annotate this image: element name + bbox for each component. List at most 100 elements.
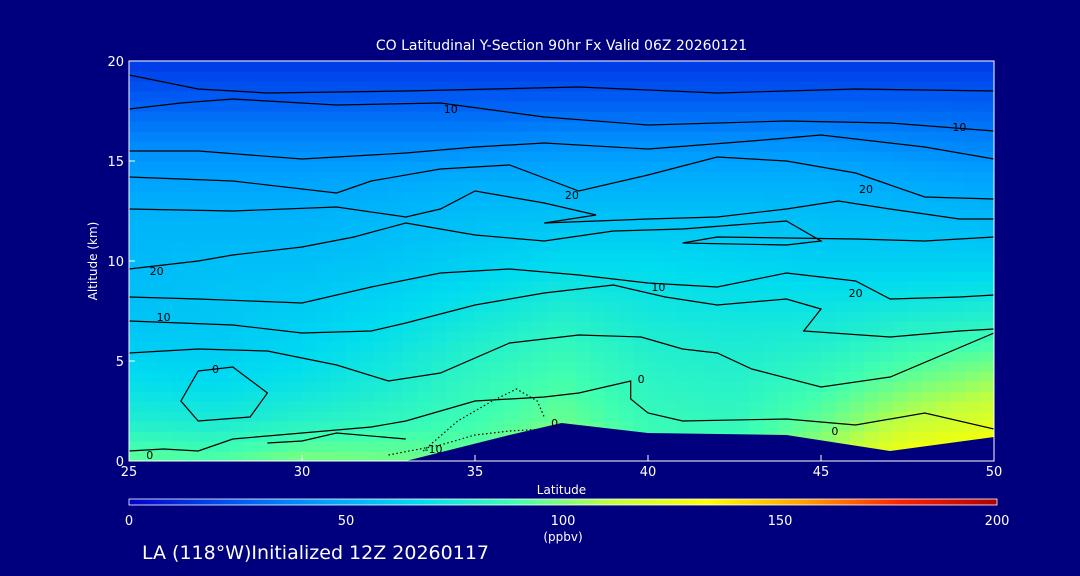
heatmap-cell	[388, 101, 404, 112]
heatmap-cell	[864, 81, 880, 92]
heatmap-cell	[244, 261, 260, 272]
heatmap-cell	[936, 341, 952, 352]
heatmap-cell	[186, 231, 202, 242]
heatmap-cell	[489, 311, 505, 322]
heatmap-cell	[359, 61, 375, 72]
heatmap-cell	[965, 311, 981, 322]
heatmap-cell	[604, 371, 620, 382]
heatmap-cell	[302, 321, 318, 332]
heatmap-cell	[878, 281, 894, 292]
heatmap-cell	[417, 341, 433, 352]
heatmap-cell	[748, 351, 764, 362]
heatmap-cell	[157, 131, 173, 142]
heatmap-cell	[201, 281, 217, 292]
heatmap-cell	[604, 111, 620, 122]
heatmap-cell	[878, 111, 894, 122]
heatmap-cell	[402, 111, 418, 122]
heatmap-cell	[503, 111, 519, 122]
heatmap-cell	[734, 161, 750, 172]
heatmap-cell	[273, 241, 289, 252]
heatmap-cell	[143, 301, 159, 312]
heatmap-cell	[503, 241, 519, 252]
heatmap-cell	[921, 131, 937, 142]
heatmap-cell	[446, 121, 462, 132]
heatmap-cell	[734, 241, 750, 252]
heatmap-cell	[921, 101, 937, 112]
heatmap-cell	[950, 91, 966, 102]
heatmap-cell	[359, 201, 375, 212]
heatmap-cell	[157, 291, 173, 302]
heatmap-cell	[503, 351, 519, 362]
heatmap-cell	[763, 131, 779, 142]
heatmap-cell	[691, 81, 707, 92]
heatmap-cell	[518, 151, 534, 162]
heatmap-cell	[489, 431, 505, 442]
heatmap-cell	[330, 281, 346, 292]
heatmap-cell	[907, 201, 923, 212]
heatmap-cell	[849, 141, 865, 152]
heatmap-cell	[777, 271, 793, 282]
heatmap-cell	[316, 371, 332, 382]
heatmap-cell	[258, 191, 274, 202]
heatmap-cell	[229, 331, 245, 342]
heatmap-cell	[763, 61, 779, 72]
heatmap-cell	[547, 111, 563, 122]
heatmap-cell	[561, 171, 577, 182]
heatmap-cell	[374, 111, 390, 122]
heatmap-cell	[821, 271, 837, 282]
heatmap-cell	[316, 251, 332, 262]
contour-label: 20	[849, 287, 863, 300]
heatmap-cell	[273, 101, 289, 112]
heatmap-cell	[460, 391, 476, 402]
heatmap-cell	[821, 251, 837, 262]
heatmap-cell	[821, 301, 837, 312]
heatmap-cell	[460, 231, 476, 242]
heatmap-cell	[965, 241, 981, 252]
heatmap-cell	[172, 151, 188, 162]
heatmap-cell	[907, 321, 923, 332]
heatmap-cell	[273, 411, 289, 422]
heatmap-cell	[633, 391, 649, 402]
heatmap-cell	[129, 231, 145, 242]
heatmap-cell	[244, 351, 260, 362]
heatmap-cell	[273, 81, 289, 92]
y-tick-label: 0	[116, 455, 124, 470]
heatmap-cell	[157, 211, 173, 222]
heatmap-cell	[388, 111, 404, 122]
heatmap-cell	[691, 151, 707, 162]
heatmap-cell	[258, 101, 274, 112]
heatmap-cell	[388, 331, 404, 342]
heatmap-cell	[893, 141, 909, 152]
heatmap-cell	[518, 211, 534, 222]
heatmap-cell	[575, 251, 591, 262]
heatmap-cell	[503, 411, 519, 422]
heatmap-cell	[547, 291, 563, 302]
heatmap-cell	[431, 381, 447, 392]
heatmap-cell	[835, 341, 851, 352]
heatmap-cell	[503, 281, 519, 292]
heatmap-cell	[489, 381, 505, 392]
heatmap-cell	[374, 131, 390, 142]
heatmap-cell	[475, 271, 491, 282]
heatmap-cell	[921, 391, 937, 402]
heatmap-cell	[503, 301, 519, 312]
heatmap-cell	[402, 61, 418, 72]
heatmap-cell	[979, 301, 994, 312]
heatmap-cell	[431, 191, 447, 202]
heatmap-cell	[374, 331, 390, 342]
heatmap-cell	[489, 341, 505, 352]
heatmap-cell	[821, 411, 837, 422]
heatmap-cell	[330, 191, 346, 202]
heatmap-cell	[604, 381, 620, 392]
heatmap-cell	[287, 201, 303, 212]
heatmap-cell	[936, 271, 952, 282]
heatmap-cell	[258, 181, 274, 192]
heatmap-cell	[417, 431, 433, 442]
heatmap-cell	[345, 401, 361, 412]
heatmap-cell	[359, 281, 375, 292]
heatmap-cell	[893, 341, 909, 352]
heatmap-cell	[417, 161, 433, 172]
heatmap-cell	[936, 191, 952, 202]
heatmap-cell	[417, 151, 433, 162]
